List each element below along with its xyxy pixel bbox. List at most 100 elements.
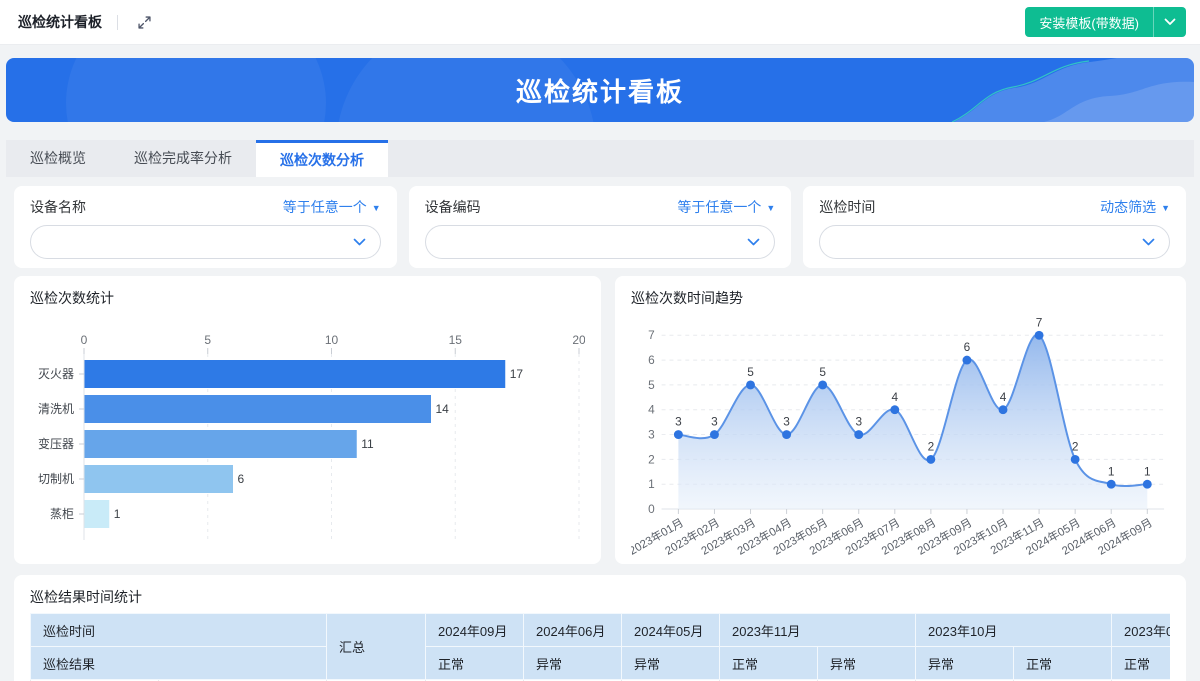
data-point-2023年05月[interactable]	[818, 380, 827, 389]
data-point-2024年06月[interactable]	[1107, 480, 1116, 489]
bar-灭火器[interactable]	[85, 360, 506, 388]
filter-label: 设备名称	[30, 197, 86, 217]
header-inspection-time: 巡检时间	[31, 614, 327, 647]
data-point-2023年01月[interactable]	[674, 430, 683, 439]
caret-down-icon: ▼	[372, 203, 381, 213]
filter-head: 巡检时间 动态筛选 ▼	[819, 197, 1170, 217]
data-point-2023年04月[interactable]	[782, 430, 791, 439]
svg-text:4: 4	[892, 390, 899, 404]
data-point-2023年02月[interactable]	[710, 430, 719, 439]
filter-label: 设备编码	[425, 197, 481, 217]
app-title: 巡检统计看板	[18, 12, 102, 32]
header-result: 异常	[916, 647, 1014, 680]
filter-card-巡检时间: 巡检时间 动态筛选 ▼	[803, 186, 1186, 268]
caret-down-icon: ▼	[1161, 203, 1170, 213]
bar-清洗机[interactable]	[85, 395, 432, 423]
bar-chart-title: 巡检次数统计	[14, 276, 601, 306]
header-result: 异常	[524, 647, 622, 680]
chevron-down-icon	[747, 238, 760, 247]
filter-select[interactable]	[425, 225, 776, 259]
bar-chart: 05101520灭火器17清洗机14变压器11切制机6蒸柜1	[30, 310, 585, 546]
svg-text:5: 5	[204, 333, 211, 347]
install-template-button[interactable]: 安装模板(带数据)	[1025, 7, 1153, 37]
install-template-dropdown-button[interactable]	[1153, 7, 1186, 37]
filter-operator-link[interactable]: 动态筛选 ▼	[1100, 197, 1170, 217]
svg-text:2: 2	[928, 440, 935, 454]
data-point-2024年05月[interactable]	[1071, 455, 1080, 464]
filter-operator-text: 等于任意一个	[283, 197, 367, 217]
filter-select[interactable]	[30, 225, 381, 259]
data-point-2023年08月[interactable]	[926, 455, 935, 464]
svg-text:0: 0	[648, 502, 655, 516]
chevron-down-icon	[1142, 238, 1155, 247]
svg-text:灭火器: 灭火器	[38, 367, 74, 381]
filter-operator-link[interactable]: 等于任意一个 ▼	[283, 197, 381, 217]
svg-text:3: 3	[855, 415, 862, 429]
svg-text:蒸柜: 蒸柜	[50, 507, 74, 521]
data-point-2023年07月[interactable]	[890, 405, 899, 414]
header-month: 2023年11月	[720, 614, 916, 647]
tab-巡检概览[interactable]: 巡检概览	[6, 140, 110, 177]
charts-row: 巡检次数统计 05101520灭火器17清洗机14变压器11切制机6蒸柜1 巡检…	[14, 276, 1186, 564]
header-result: 异常	[818, 647, 916, 680]
filter-label: 巡检时间	[819, 197, 875, 217]
svg-text:2: 2	[648, 452, 655, 466]
filter-select[interactable]	[819, 225, 1170, 259]
header-result: 正常	[426, 647, 524, 680]
bar-变压器[interactable]	[85, 430, 357, 458]
install-template-split-button: 安装模板(带数据)	[1025, 7, 1186, 37]
expand-icon	[137, 15, 152, 30]
header-month: 2023年10月	[916, 614, 1112, 647]
tab-巡检次数分析[interactable]: 巡检次数分析	[256, 140, 388, 177]
topbar-divider	[117, 15, 118, 30]
line-chart-title: 巡检次数时间趋势	[615, 276, 1186, 306]
results-table-clip: 巡检时间汇总2024年09月2024年06月2024年05月2023年11月20…	[30, 613, 1170, 681]
header-result: 正常	[720, 647, 818, 680]
bar-蒸柜[interactable]	[85, 500, 110, 528]
header-month: 2024年09月	[426, 614, 524, 647]
svg-text:1: 1	[1144, 464, 1151, 478]
svg-text:切制机: 切制机	[38, 472, 74, 486]
svg-text:0: 0	[81, 333, 88, 347]
svg-text:15: 15	[449, 333, 463, 347]
header-summary: 汇总	[327, 614, 426, 680]
header-inspection-result: 巡检结果	[31, 647, 327, 680]
svg-text:4: 4	[648, 403, 655, 417]
data-point-2023年03月[interactable]	[746, 380, 755, 389]
bar-切制机[interactable]	[85, 465, 234, 493]
filter-card-设备名称: 设备名称 等于任意一个 ▼	[14, 186, 397, 268]
svg-text:7: 7	[1036, 315, 1043, 329]
filter-head: 设备名称 等于任意一个 ▼	[30, 197, 381, 217]
filter-operator-link[interactable]: 等于任意一个▼	[677, 197, 775, 217]
data-point-2023年11月[interactable]	[1035, 331, 1044, 340]
tab-巡检完成率分析[interactable]: 巡检完成率分析	[110, 140, 256, 177]
svg-text:1: 1	[114, 507, 121, 521]
tab-bar: 巡检概览巡检完成率分析巡检次数分析	[6, 140, 1194, 177]
fullscreen-button[interactable]	[133, 11, 155, 33]
data-point-2024年09月[interactable]	[1143, 480, 1152, 489]
banner-decor-circle	[66, 58, 326, 122]
header-result: 正常	[1014, 647, 1112, 680]
line-chart: 012345672023年01月2023年02月2023年03月2023年04月…	[631, 310, 1170, 558]
svg-text:20: 20	[572, 333, 585, 347]
svg-text:5: 5	[747, 365, 754, 379]
header-result: 异常	[622, 647, 720, 680]
data-point-2023年06月[interactable]	[854, 430, 863, 439]
svg-text:3: 3	[648, 428, 655, 442]
svg-text:6: 6	[238, 472, 245, 486]
svg-text:17: 17	[510, 367, 524, 381]
svg-text:1: 1	[1108, 464, 1115, 478]
chevron-down-icon	[353, 238, 366, 247]
svg-text:3: 3	[783, 415, 790, 429]
results-pivot-table: 巡检时间汇总2024年09月2024年06月2024年05月2023年11月20…	[30, 613, 1170, 681]
svg-text:2: 2	[1072, 440, 1079, 454]
svg-text:5: 5	[648, 378, 655, 392]
svg-text:1: 1	[648, 477, 655, 491]
header-month: 2023年09月	[1112, 614, 1170, 647]
data-point-2023年10月[interactable]	[999, 405, 1008, 414]
filter-operator-text: 动态筛选	[1100, 197, 1156, 217]
data-point-2023年09月[interactable]	[963, 356, 972, 365]
banner-decor-wave	[894, 58, 1194, 122]
svg-text:清洗机: 清洗机	[38, 402, 74, 416]
header-month: 2024年06月	[524, 614, 622, 647]
